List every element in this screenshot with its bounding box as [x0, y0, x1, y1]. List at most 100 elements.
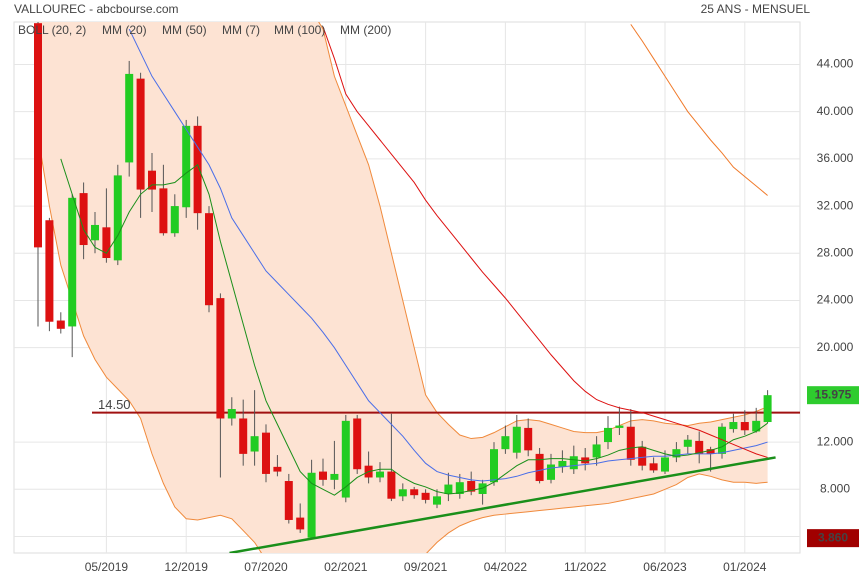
- x-tick-label: 05/2019: [85, 560, 129, 574]
- y-tick-label: 20.000: [817, 340, 854, 354]
- candle-body: [535, 453, 544, 482]
- candle-body: [398, 489, 407, 497]
- chart-subtitle: 25 ANS - MENSUEL: [701, 2, 811, 16]
- candle-body: [113, 175, 122, 261]
- candle-body: [729, 422, 738, 430]
- legend-entry: MM (20): [102, 23, 147, 37]
- legend-entry: MM (200): [340, 23, 391, 37]
- candle-body: [569, 456, 578, 470]
- candle-body: [512, 426, 521, 453]
- candle-body: [262, 432, 270, 474]
- candle-body: [170, 206, 179, 234]
- candle-body: [763, 395, 772, 423]
- moving-average: [60, 158, 768, 496]
- candle-body: [102, 227, 111, 258]
- candle-body: [421, 492, 430, 500]
- x-tick-label: 02/2021: [324, 560, 368, 574]
- x-tick-label: 06/2023: [643, 560, 687, 574]
- candle-body: [490, 449, 498, 483]
- candle-body: [79, 193, 88, 246]
- x-tick-label: 09/2021: [404, 560, 448, 574]
- candle-body: [626, 426, 635, 460]
- bollinger-lower: [37, 135, 768, 553]
- candle-body: [718, 426, 726, 454]
- trendline: [229, 456, 776, 553]
- candle-body: [695, 440, 704, 454]
- candle-body: [467, 481, 476, 492]
- x-tick-label: 07/2020: [244, 560, 288, 574]
- candle-body: [638, 446, 647, 466]
- level-label: 14.50: [98, 397, 131, 412]
- candle-body: [592, 444, 601, 458]
- candle-body: [205, 213, 213, 306]
- candle-body: [125, 73, 134, 163]
- candle-body: [319, 471, 327, 480]
- candle-body: [193, 125, 202, 214]
- legend-entry: BOLL (20, 2): [18, 23, 86, 37]
- legend-entry: MM (50): [162, 23, 207, 37]
- candle-body: [296, 517, 305, 530]
- y-tick-label: 24.000: [817, 293, 854, 307]
- candle-body: [410, 489, 419, 496]
- candle-body: [433, 496, 441, 505]
- candle-body: [182, 125, 191, 208]
- candle-body: [672, 449, 681, 458]
- y-tick-label: 44.000: [817, 57, 854, 71]
- candle-body: [56, 320, 65, 329]
- candle-body: [341, 420, 350, 498]
- candle-body: [661, 457, 669, 472]
- candle-body: [250, 436, 259, 452]
- price-tag-label: 15.975: [815, 387, 852, 401]
- candle-body: [239, 418, 248, 454]
- x-tick-label: 04/2022: [484, 560, 528, 574]
- candle-body: [284, 481, 293, 520]
- candle-body: [683, 439, 692, 447]
- candle-body: [216, 298, 225, 419]
- candle-body: [455, 482, 464, 494]
- candle-body: [581, 457, 590, 464]
- candle-body: [706, 449, 715, 454]
- y-tick-label: 36.000: [817, 151, 854, 165]
- candle-body: [649, 463, 658, 471]
- candle-body: [604, 427, 612, 443]
- legend-entry: MM (100): [274, 23, 325, 37]
- candle-body: [547, 464, 555, 480]
- candle-body: [68, 197, 77, 327]
- candle-body: [740, 422, 749, 431]
- candle-body: [148, 170, 156, 190]
- y-tick-label: 8.000: [820, 481, 850, 495]
- plot: [34, 22, 800, 553]
- legend-entry: MM (7): [222, 23, 260, 37]
- candle-body: [444, 484, 453, 494]
- y-tick-label: 40.000: [817, 104, 854, 118]
- candle-body: [330, 473, 339, 480]
- price-tag-label: 3.860: [818, 530, 848, 544]
- chart-title: VALLOUREC - abcbourse.com: [14, 2, 179, 16]
- candle-body: [273, 466, 282, 472]
- candle-body: [376, 471, 384, 478]
- candle-body: [501, 436, 510, 450]
- candle-body: [136, 78, 145, 190]
- moving-average: [128, 28, 768, 482]
- moving-average: [630, 24, 768, 196]
- candle-body: [387, 471, 396, 499]
- candle-body: [524, 427, 533, 451]
- candle-body: [34, 23, 42, 248]
- x-tick-label: 12/2019: [165, 560, 209, 574]
- candle-body: [752, 420, 761, 432]
- candle-body: [45, 220, 54, 322]
- candle-body: [307, 472, 316, 538]
- x-tick-label: 11/2022: [564, 560, 607, 574]
- candle-body: [159, 188, 168, 234]
- candle-body: [353, 418, 362, 470]
- candle-body: [91, 224, 99, 241]
- candle-body: [227, 409, 236, 419]
- candle-body: [615, 425, 624, 428]
- price-tag: [807, 386, 859, 405]
- y-tick-label: 32.000: [817, 198, 854, 212]
- y-tick-label: 28.000: [817, 245, 854, 259]
- price-tag: [807, 529, 859, 548]
- candle-body: [558, 460, 567, 467]
- bollinger-upper: [318, 22, 768, 440]
